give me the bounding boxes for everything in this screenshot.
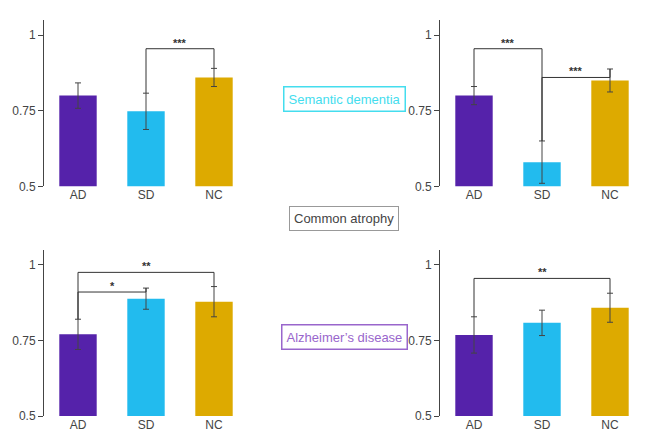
svg-text:0.75: 0.75 (408, 104, 432, 118)
svg-text:SD: SD (138, 188, 155, 202)
svg-text:NC: NC (205, 188, 223, 202)
svg-text:NC: NC (205, 418, 223, 432)
svg-text:Semantic dementia: Semantic dementia (289, 92, 401, 107)
svg-text:1: 1 (425, 258, 432, 272)
svg-text:SD: SD (534, 188, 551, 202)
svg-text:1: 1 (29, 28, 36, 42)
svg-text:**: ** (538, 266, 547, 278)
svg-text:Alzheimer’s disease: Alzheimer’s disease (287, 330, 403, 345)
svg-text:*: * (110, 280, 115, 292)
svg-text:SD: SD (138, 418, 155, 432)
svg-text:AD: AD (70, 188, 87, 202)
svg-text:0.75: 0.75 (12, 334, 36, 348)
svg-text:SD: SD (534, 418, 551, 432)
svg-text:NC: NC (601, 188, 619, 202)
svg-text:***: *** (173, 37, 187, 49)
svg-text:0.75: 0.75 (408, 334, 432, 348)
svg-text:NC: NC (601, 418, 619, 432)
svg-text:Common atrophy: Common atrophy (294, 211, 394, 226)
svg-text:0.5: 0.5 (415, 180, 432, 194)
svg-text:0.5: 0.5 (19, 180, 36, 194)
svg-text:AD: AD (466, 418, 483, 432)
svg-text:**: ** (142, 260, 151, 272)
svg-text:0.5: 0.5 (415, 409, 432, 423)
svg-text:***: *** (569, 65, 583, 77)
svg-text:***: *** (501, 37, 515, 49)
svg-text:1: 1 (29, 258, 36, 272)
svg-text:0.75: 0.75 (12, 104, 36, 118)
svg-text:AD: AD (70, 418, 87, 432)
svg-text:0.5: 0.5 (19, 409, 36, 423)
svg-text:1: 1 (425, 28, 432, 42)
svg-text:AD: AD (466, 188, 483, 202)
